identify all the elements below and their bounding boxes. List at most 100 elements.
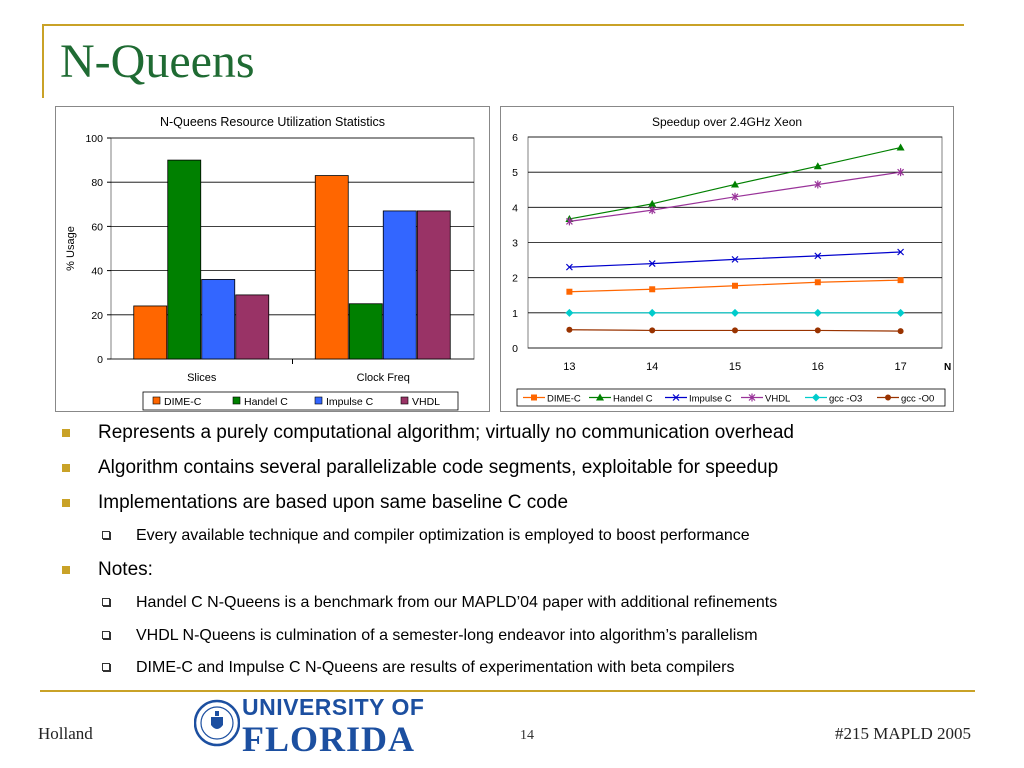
data-point: [648, 308, 657, 317]
legend-label: VHDL: [765, 394, 790, 405]
line-chart-panel: Speedup over 2.4GHz Xeon 0 1 2 3 4 5 6 13 14 15 16…: [500, 106, 954, 412]
bar: [382, 210, 417, 360]
bullet-marker-icon: [102, 662, 110, 671]
data-point: [814, 327, 821, 334]
footer-author: Holland: [38, 724, 93, 743]
y-tick-label: 100: [85, 133, 103, 145]
legend-swatch: [232, 396, 241, 405]
x-tick-label: 16: [812, 361, 824, 373]
bullet-text: Algorithm contains several parallelizabl…: [98, 456, 779, 478]
line-series: [566, 326, 904, 335]
bullet-marker-icon: [62, 565, 70, 574]
line-series: [566, 277, 904, 295]
y-tick-label: 80: [91, 177, 103, 189]
university-seal-icon: [193, 697, 241, 749]
data-point: [885, 394, 891, 401]
logo-line-1: UNIVERSITY OF: [242, 694, 425, 720]
line-series: [565, 168, 905, 226]
bullet-list: Represents a purely computational algori…: [62, 422, 1002, 690]
legend-item: gcc -O0: [877, 394, 934, 405]
legend-label: gcc -O0: [901, 394, 934, 405]
bullet-marker-icon: [62, 429, 70, 437]
data-point: [732, 327, 738, 334]
x-tick-label: 14: [646, 361, 658, 373]
line-chart: 0 1 2 3 4 5 6 13 14 15 16 17 N DIME-C Handel C Impulse …: [512, 132, 951, 407]
bar-chart-title: N-Queens Resource Utilization Statistics: [159, 115, 386, 129]
bullet-marker-icon: [102, 630, 110, 639]
data-point: [813, 162, 822, 170]
bar: [348, 303, 383, 360]
data-point: [814, 279, 821, 286]
data-point: [648, 206, 656, 215]
data-point: [565, 308, 574, 317]
bullet-text: Notes:: [98, 558, 153, 580]
data-point: [897, 328, 904, 335]
legend-box: [142, 391, 459, 411]
left-rule: [42, 24, 44, 98]
legend-label: Handel C: [244, 396, 288, 408]
sub-bullet-item: Handel C N-Queens is a benchmark from ou…: [62, 593, 1002, 612]
legend-label: gcc -O3: [829, 394, 862, 405]
line-chart-title: Speedup over 2.4GHz Xeon: [651, 115, 803, 129]
x-category-label: Clock Freq: [357, 372, 410, 384]
legend-label: DIME-C: [164, 396, 202, 408]
slide-title: N-Queens: [60, 35, 255, 88]
data-point: [731, 255, 739, 263]
bar: [314, 175, 349, 360]
legend-item: VHDL: [741, 393, 790, 405]
sub-bullet-item: Every available technique and compiler o…: [62, 526, 1002, 545]
legend-item: gcc -O3: [805, 393, 862, 405]
bullet-item: Algorithm contains several parallelizabl…: [62, 457, 1002, 480]
bullet-text: DIME-C and Impulse C N-Queens are result…: [136, 658, 735, 676]
top-rule: [42, 24, 964, 26]
bar: [235, 294, 270, 360]
legend-swatch: [152, 396, 161, 405]
data-point: [748, 393, 756, 402]
data-point: [565, 217, 573, 226]
legend-item: DIME-C: [523, 394, 581, 405]
legend-label: VHDL: [412, 396, 440, 408]
bullet-marker-icon: [102, 598, 110, 607]
university-logo: UNIVERSITY OF FLORIDA: [242, 694, 425, 759]
x-tick-label: 15: [729, 361, 741, 373]
data-point: [812, 393, 820, 402]
data-point: [566, 326, 573, 333]
legend-box: [516, 388, 946, 407]
line-series: [565, 248, 905, 271]
data-point: [565, 263, 573, 271]
sub-bullet-item: DIME-C and Impulse C N-Queens are result…: [62, 658, 1002, 677]
bullet-item: Implementations are based upon same base…: [62, 492, 1002, 515]
legend-label: Impulse C: [689, 394, 732, 405]
bullet-marker-icon: [62, 498, 70, 507]
line-series: [565, 308, 905, 317]
data-point: [814, 252, 822, 260]
y-tick-label: 3: [512, 238, 518, 250]
data-point: [649, 327, 656, 334]
y-tick-label: 4: [512, 202, 518, 214]
legend-swatch: [400, 396, 409, 405]
bar: [416, 210, 451, 360]
bullet-marker-icon: [62, 463, 70, 472]
bar: [133, 305, 168, 360]
data-point: [566, 288, 573, 295]
data-point: [648, 199, 657, 207]
legend-item: Handel C: [589, 393, 653, 405]
y-tick-label: 5: [512, 167, 518, 179]
data-point: [814, 180, 822, 189]
y-tick-label: 20: [91, 310, 103, 322]
y-tick-label: 2: [512, 273, 518, 285]
bullet-text: Represents a purely computational algori…: [98, 422, 794, 443]
bullet-text: Every available technique and compiler o…: [136, 527, 750, 545]
y-tick-label: 6: [512, 132, 518, 144]
data-point: [531, 394, 537, 401]
x-category-label: Slices: [187, 372, 217, 384]
bullet-text: VHDL N-Queens is culmination of a semest…: [136, 626, 758, 644]
data-point: [897, 248, 905, 256]
x-tick-label: 13: [563, 361, 575, 373]
data-point: [649, 286, 656, 293]
y-tick-label: 0: [512, 343, 518, 355]
bullet-item: Notes:: [62, 559, 1002, 582]
logo-line-2: FLORIDA: [242, 719, 416, 759]
footer-event: #215 MAPLD 2005: [835, 724, 972, 743]
data-point: [731, 192, 739, 201]
